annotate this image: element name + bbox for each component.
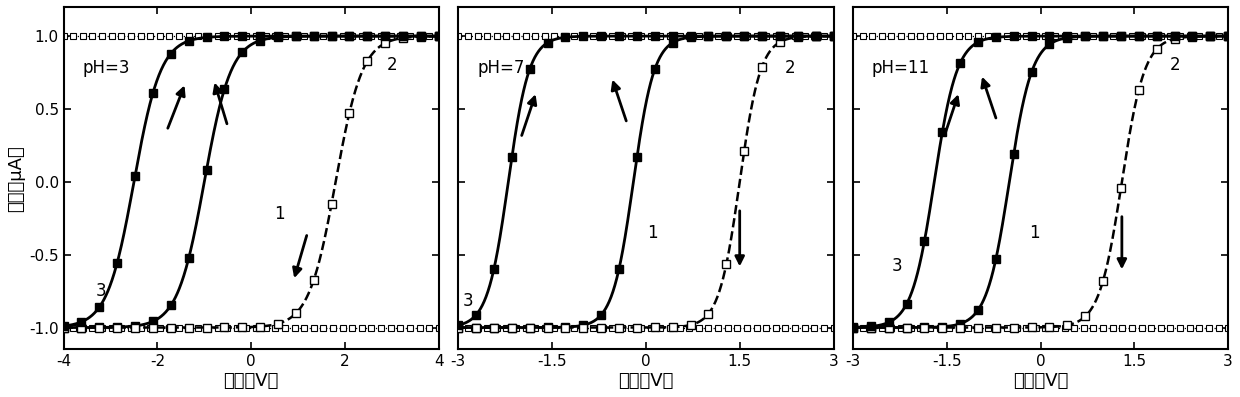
X-axis label: 电压（V）: 电压（V）	[619, 372, 673, 390]
Text: 2: 2	[785, 59, 795, 77]
Text: 1: 1	[647, 224, 657, 242]
Text: 2: 2	[1169, 56, 1180, 74]
Text: pH=3: pH=3	[82, 58, 130, 77]
Text: 2: 2	[387, 56, 397, 74]
Text: 3: 3	[95, 282, 107, 300]
Text: pH=11: pH=11	[872, 58, 930, 77]
Text: 1: 1	[1029, 224, 1039, 242]
X-axis label: 电压（V）: 电压（V）	[1013, 372, 1068, 390]
Text: 3: 3	[892, 257, 901, 276]
Text: 3: 3	[463, 292, 472, 310]
Text: pH=7: pH=7	[477, 58, 525, 77]
Y-axis label: 电流（μA）: 电流（μA）	[7, 145, 25, 212]
X-axis label: 电压（V）: 电压（V）	[223, 372, 279, 390]
Text: 1: 1	[274, 205, 285, 223]
